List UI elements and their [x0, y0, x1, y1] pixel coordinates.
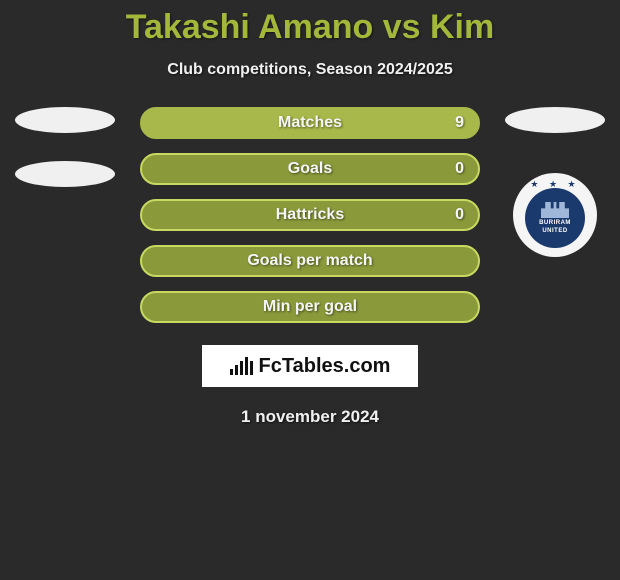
badge-castle-icon [541, 202, 569, 218]
stat-bar: Goals 0 [140, 153, 480, 185]
stat-bar: Hattricks 0 [140, 199, 480, 231]
badge-stars-icon: ★ ★ ★ [530, 179, 579, 190]
badge-text-2: UNITED [542, 228, 567, 234]
stat-bar-value: 0 [455, 206, 464, 224]
badge-text-1: BURIRAM [539, 220, 571, 226]
left-player-column [10, 107, 120, 187]
stats-area: ★ ★ ★BURIRAMUNITED Matches9Goals0Hattric… [0, 107, 620, 323]
stat-bar-label: Min per goal [263, 298, 357, 316]
page-title: Takashi Amano vs Kim [0, 0, 620, 47]
stat-bar: Matches 9 [140, 107, 480, 139]
stat-bar-label: Goals [288, 160, 332, 178]
stat-bar: Goals per match [140, 245, 480, 277]
stat-bar-value: 0 [455, 160, 464, 178]
stat-bar: Min per goal [140, 291, 480, 323]
club-badge: ★ ★ ★ BURIRAM UNITED [513, 173, 597, 257]
stat-bar-label: Goals per match [247, 252, 372, 270]
right-player-column: ★ ★ ★ BURIRAM UNITED [500, 107, 610, 257]
badge-inner: BURIRAM UNITED [525, 188, 585, 248]
brand-text: FcTables.com [259, 355, 391, 378]
stat-bar-label: Hattricks [276, 206, 344, 224]
date-line: 1 november 2024 [0, 407, 620, 427]
stat-bar-label: Matches [278, 114, 342, 132]
brand-chart-icon [230, 357, 253, 375]
stat-bar-value: 9 [455, 114, 464, 132]
player-photo-placeholder [15, 161, 115, 187]
player-photo-placeholder [15, 107, 115, 133]
subtitle: Club competitions, Season 2024/2025 [0, 61, 620, 79]
brand-box: FcTables.com [202, 345, 418, 387]
stat-bars: Matches 9 Goals 0 Hattricks 0 Goals per match M… [140, 107, 480, 323]
player-photo-placeholder [505, 107, 605, 133]
